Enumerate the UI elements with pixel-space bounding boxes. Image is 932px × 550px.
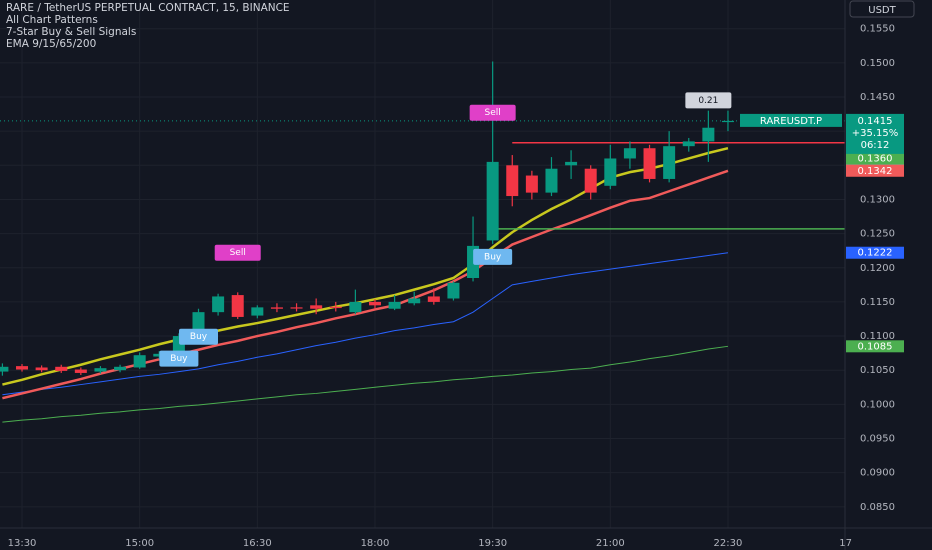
countdown: 06:12 xyxy=(861,140,890,151)
y-tick-label: 0.1550 xyxy=(860,24,895,35)
price-axis xyxy=(845,0,932,550)
signal-text: Sell xyxy=(230,248,246,258)
candle-body xyxy=(368,301,381,306)
y-tick-label: 0.1100 xyxy=(860,331,895,342)
current-price: 0.1415 xyxy=(858,116,893,127)
candle-body xyxy=(74,369,87,373)
price-tag xyxy=(846,164,904,177)
current-price-tag xyxy=(846,113,904,154)
price-tag-text: 0.1360 xyxy=(858,153,893,164)
candle-body xyxy=(94,368,107,372)
signal-label xyxy=(214,244,261,261)
x-tick-label: 18:00 xyxy=(361,538,390,549)
grid xyxy=(0,0,847,528)
signal-label xyxy=(179,328,218,345)
indicator-name: All Chart Patterns xyxy=(6,14,98,26)
x-tick-label: 19:30 xyxy=(478,538,507,549)
candle-body xyxy=(604,158,617,186)
y-tick-label: 0.1500 xyxy=(860,58,895,69)
candle-body xyxy=(133,355,146,368)
candle-body xyxy=(16,366,29,370)
y-tick-label: 0.1050 xyxy=(860,365,895,376)
candle-body xyxy=(270,307,283,309)
signal-text: Buy xyxy=(190,332,208,342)
y-tick-label: 0.1450 xyxy=(860,92,895,103)
candle-body xyxy=(623,148,636,159)
signal-label xyxy=(685,92,732,109)
signal-label xyxy=(473,248,513,265)
candle-body xyxy=(486,161,499,241)
signal-label xyxy=(159,350,199,367)
price-tag-text: 0.1342 xyxy=(858,166,893,177)
y-tick-label: 0.0850 xyxy=(860,502,895,513)
candle-body xyxy=(682,141,695,147)
candle-body xyxy=(251,307,264,316)
candle-body xyxy=(525,175,538,193)
candle-body xyxy=(721,120,734,123)
x-tick-label: 22:30 xyxy=(714,538,743,549)
price-tag xyxy=(846,246,904,259)
axis-labels: 0.0850 0.0900 0.0950 0.1000 0.1050 0.1100 0.11… xyxy=(8,24,904,549)
candle-body xyxy=(506,165,519,197)
ema-line xyxy=(2,252,729,396)
candle-body xyxy=(447,282,460,299)
candle-body xyxy=(231,295,244,317)
y-tick-label: 0.1150 xyxy=(860,297,895,308)
currency[interactable]: USDT xyxy=(868,5,896,16)
candle-body xyxy=(427,296,440,302)
candle-body xyxy=(35,367,48,371)
y-tick-label: 0.1200 xyxy=(860,263,895,274)
price-tag xyxy=(846,340,904,353)
y-tick-label: 0.0950 xyxy=(860,434,895,445)
x-tick-label: 16:30 xyxy=(243,538,272,549)
candle-body xyxy=(702,127,715,142)
price-tag-text: 0.1222 xyxy=(858,248,893,259)
candle-body xyxy=(565,161,578,166)
signal-text: 0.21 xyxy=(698,96,718,106)
plot: Sell Sell Buy Buy Buy 0.21 xyxy=(0,61,845,423)
candle-body xyxy=(643,148,656,179)
ema-line xyxy=(2,345,729,423)
price-tag xyxy=(846,152,904,165)
candle-body xyxy=(584,168,597,193)
candle-body xyxy=(153,353,166,357)
symbol-tag xyxy=(740,113,842,127)
indicator-name: 7-Star Buy & Sell Signals xyxy=(6,26,136,38)
x-tick-label: 17 xyxy=(839,538,852,549)
candle-body xyxy=(329,306,342,309)
y-tick-label: 0.1300 xyxy=(860,194,895,205)
candle-body xyxy=(55,366,68,371)
candle-body xyxy=(663,146,676,179)
indicator-name: EMA 9/15/65/200 xyxy=(6,38,96,50)
candle-body xyxy=(408,298,421,304)
x-tick-label: 13:30 xyxy=(8,538,37,549)
y-tick-label: 0.0900 xyxy=(860,468,895,479)
x-tick-label: 15:00 xyxy=(125,538,154,549)
candle-body xyxy=(114,366,127,371)
candle-body xyxy=(349,301,362,313)
y-tick-label: 0.1000 xyxy=(860,399,895,410)
signal-text: Buy xyxy=(484,252,502,262)
price-change: +35.15% xyxy=(852,128,899,139)
price-tag-text: 0.1085 xyxy=(858,341,893,352)
x-tick-label: 21:00 xyxy=(596,538,625,549)
candle-body xyxy=(388,301,401,309)
signal-label xyxy=(469,104,516,121)
signal-text: Sell xyxy=(485,108,501,118)
candle-body xyxy=(0,366,9,372)
currency-button[interactable] xyxy=(849,0,915,18)
candle-body xyxy=(212,296,225,313)
signal-text: Buy xyxy=(170,354,188,364)
chart-title: RARE / TetherUS PERPETUAL CONTRACT, 15, … xyxy=(6,2,290,14)
candle-body xyxy=(290,307,303,309)
symbol: RAREUSDT.P xyxy=(760,116,822,127)
y-tick-label: 0.1250 xyxy=(860,229,895,240)
candle-body xyxy=(545,168,558,193)
candle-body xyxy=(310,305,323,309)
